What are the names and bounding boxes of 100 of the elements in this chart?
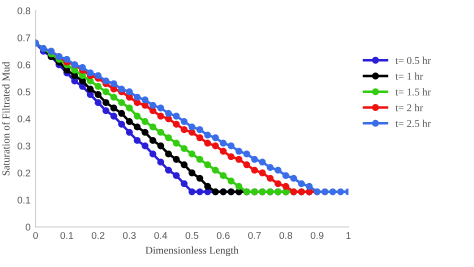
point: [212, 134, 219, 142]
point: [172, 112, 180, 120]
point: [180, 126, 188, 134]
point: [180, 180, 188, 188]
y-tick-label: 0.1: [18, 196, 30, 204]
point: [180, 145, 188, 152]
point: [204, 161, 212, 168]
x-axis-title: Dimensionless Length: [146, 246, 239, 256]
point: [157, 104, 164, 112]
point: [134, 94, 141, 101]
point: [118, 110, 126, 117]
point: [235, 156, 242, 163]
point: [110, 112, 118, 120]
point: [196, 126, 204, 134]
point: [94, 72, 102, 80]
point: [63, 66, 70, 74]
point: [149, 136, 156, 144]
point: [188, 188, 196, 196]
point: [220, 148, 227, 155]
point: [220, 140, 227, 147]
point: [94, 91, 102, 98]
point: [165, 110, 172, 117]
point: [110, 104, 118, 112]
point: [196, 156, 204, 163]
point: [235, 182, 242, 190]
point: [235, 148, 242, 155]
point: [157, 112, 164, 120]
point: [251, 156, 258, 163]
point: [165, 150, 172, 158]
point: [188, 123, 196, 130]
point: [290, 174, 298, 182]
point: [306, 182, 313, 190]
point: [180, 161, 188, 168]
point: [110, 94, 118, 101]
point: [149, 123, 156, 130]
point: [142, 128, 149, 136]
point: [329, 188, 336, 196]
legend-label: t= 2.5 hr: [395, 120, 431, 128]
legend-label: t= 1 hr: [395, 72, 424, 80]
y-tick-label: 0.2: [18, 170, 30, 176]
point: [165, 115, 172, 122]
point: [149, 107, 156, 114]
point: [172, 172, 180, 180]
point: [196, 174, 204, 182]
x-tick-label: 0.7: [248, 232, 261, 239]
point: [118, 120, 126, 128]
point: [172, 120, 180, 128]
point: [282, 182, 290, 190]
y-tick-label: 0.3: [18, 142, 30, 150]
point: [86, 77, 94, 84]
y-tick-label: 0.5: [18, 88, 30, 96]
point: [79, 72, 86, 80]
point: [228, 178, 235, 184]
point: [212, 166, 219, 174]
point: [142, 96, 149, 104]
y-tick-label: 0.8: [18, 7, 30, 14]
point: [102, 99, 110, 106]
point: [79, 77, 86, 84]
point: [142, 102, 149, 109]
x-tick-label: 0.5: [186, 232, 198, 239]
point: [102, 88, 110, 96]
x-tick-label: 0.8: [279, 232, 292, 239]
point: [243, 150, 250, 158]
point: [258, 158, 266, 166]
point: [196, 134, 204, 142]
point: [71, 72, 78, 80]
point: [110, 80, 118, 88]
x-tick-label: 0: [33, 232, 38, 239]
point: [204, 140, 212, 147]
point: [149, 102, 156, 109]
point: [204, 182, 212, 190]
point: [79, 64, 86, 71]
y-tick-label: 0.7: [18, 34, 30, 42]
point: [134, 112, 141, 120]
point: [86, 86, 94, 93]
point: [118, 86, 126, 93]
point: [165, 134, 172, 142]
point: [102, 107, 110, 114]
point: [337, 188, 344, 196]
point: [298, 180, 305, 188]
x-tick-label: 0.9: [310, 232, 324, 239]
point: [274, 166, 282, 174]
point: [188, 150, 196, 158]
point: [86, 69, 94, 76]
point: [196, 188, 204, 196]
point: [126, 104, 133, 112]
x-tick-label: 0.6: [216, 232, 230, 239]
point: [157, 142, 164, 150]
point: [243, 161, 250, 168]
point: [180, 118, 188, 125]
x-tick-label: 1: [346, 232, 351, 239]
point: [142, 118, 149, 125]
point: [172, 156, 180, 163]
point: [228, 142, 235, 150]
y-tick-label: 0.6: [18, 61, 30, 68]
point: [157, 128, 164, 136]
legend-label: t= 2 hr: [395, 104, 424, 112]
point: [258, 169, 266, 176]
point: [220, 172, 227, 180]
point: [149, 150, 156, 158]
